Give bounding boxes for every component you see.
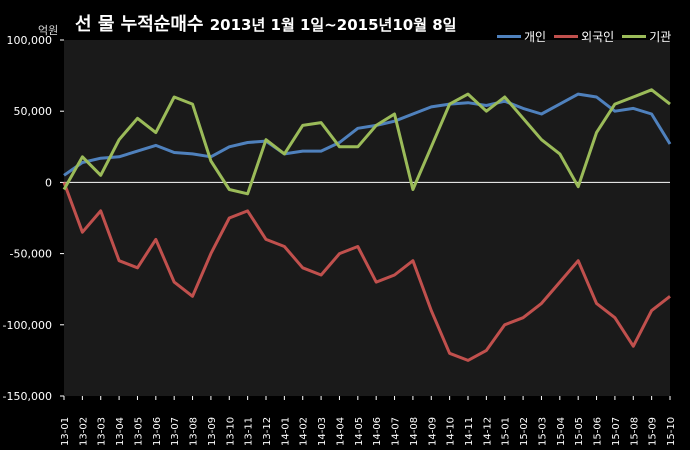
- legend-label-institution: 기관: [649, 30, 672, 44]
- x-tick-label: 15-07: [611, 417, 622, 446]
- x-tick-label: 13-04: [115, 417, 126, 446]
- y-tick-label: -100,000: [3, 319, 52, 332]
- x-tick-label: 13-08: [189, 417, 200, 446]
- x-tick-label: 14-06: [372, 417, 383, 446]
- x-tick-label: 14-05: [354, 417, 365, 446]
- series-line-individual: [63, 92, 672, 177]
- legend-label-foreign: 외국인: [581, 30, 615, 44]
- y-tick-label: 100,000: [7, 34, 53, 47]
- y-tick-label: -50,000: [10, 248, 52, 261]
- x-tick-label: 14-03: [317, 417, 328, 446]
- x-tick-label: 13-02: [78, 417, 89, 446]
- legend-item-institution: 기관: [622, 28, 671, 45]
- x-tick-label: 15-10: [666, 417, 677, 446]
- x-tick-label: 14-02: [299, 417, 310, 446]
- x-tick-label: 14-07: [391, 417, 402, 446]
- legend: 개인 외국인 기관: [497, 28, 671, 45]
- y-axis-unit-label: 억원: [38, 24, 59, 37]
- chart-title-main: 선 물 누적순매수: [75, 14, 204, 35]
- x-tick-label: 15-04: [556, 417, 567, 446]
- x-tick-label: 13-05: [133, 417, 144, 446]
- x-tick-label: 14-11: [464, 417, 475, 446]
- legend-label-individual: 개인: [524, 30, 547, 44]
- x-tick-label: 14-09: [427, 417, 438, 446]
- x-tick-label: 15-01: [501, 417, 512, 446]
- x-tick-label: 14-12: [482, 417, 493, 446]
- x-tick-label: 15-05: [574, 417, 585, 446]
- series-line-institution: [62, 88, 671, 196]
- y-tick-label: 0: [45, 176, 52, 189]
- x-tick-label: 14-10: [446, 417, 457, 446]
- y-tick-label: -150,000: [3, 390, 52, 403]
- chart-title-sub: 2013년 1월 1일~2015년10월 8일: [209, 16, 457, 34]
- legend-item-individual: 개인: [497, 28, 546, 45]
- x-tick-label: 15-02: [519, 417, 530, 446]
- x-tick-label: 14-08: [409, 417, 420, 446]
- y-tick-label: 50,000: [14, 105, 53, 118]
- x-tick-label: 14-01: [280, 417, 291, 446]
- series-line-foreign: [62, 181, 671, 362]
- x-tick-label: 13-07: [170, 417, 181, 446]
- x-tick-label: 14-04: [335, 417, 346, 446]
- x-tick-label: 15-03: [537, 417, 548, 446]
- chart-title: 선 물 누적순매수 2013년 1월 1일~2015년10월 8일: [75, 10, 456, 36]
- x-tick-label: 13-03: [97, 417, 108, 446]
- x-tick-label: 13-09: [207, 417, 218, 446]
- x-tick-label: 13-01: [60, 417, 71, 446]
- x-tick-label: 13-12: [262, 417, 273, 446]
- x-tick-label: 15-08: [629, 417, 640, 446]
- x-tick-label: 13-10: [225, 417, 236, 446]
- x-tick-label: 15-09: [648, 417, 659, 446]
- x-tick-label: 13-11: [244, 417, 255, 446]
- legend-swatch-individual: [497, 35, 521, 38]
- legend-swatch-institution: [622, 35, 647, 38]
- x-tick-label: 15-06: [593, 417, 604, 446]
- legend-item-foreign: 외국인: [554, 28, 614, 45]
- x-tick-label: 13-06: [152, 417, 163, 446]
- legend-swatch-foreign: [554, 35, 579, 38]
